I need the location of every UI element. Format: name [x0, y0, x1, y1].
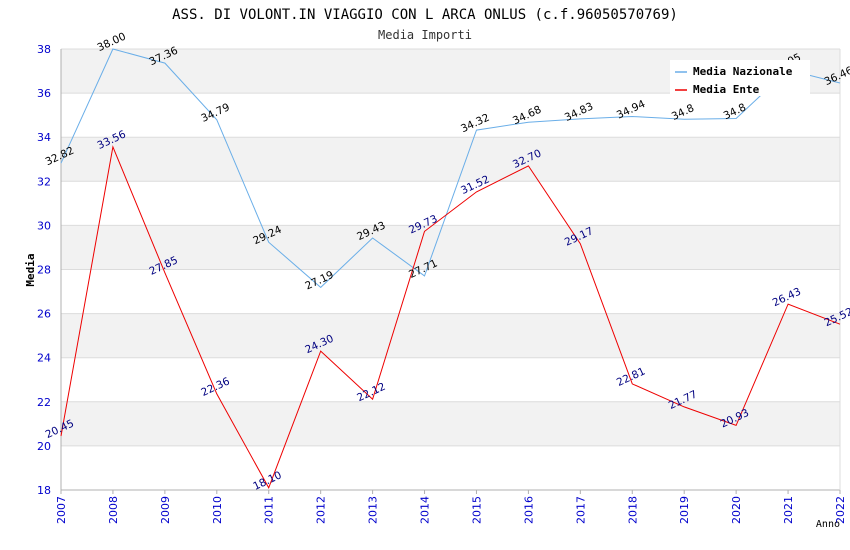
data-label: 22.81: [615, 365, 647, 389]
grid-band: [61, 401, 840, 446]
y-tick-label: 20: [37, 440, 51, 453]
data-label: 34.68: [511, 104, 543, 128]
legend-box: [670, 60, 810, 96]
x-tick-labels: 2007 2008 2009 2010 2011 2012 2013 2014 2015 2016…: [55, 490, 847, 524]
grid-band: [61, 225, 840, 270]
x-tick-label: 2007: [55, 496, 68, 524]
y-tick-labels: 18 20 22 24 26 28 30 32 34 36 38: [37, 43, 51, 497]
data-label: 27.19: [303, 269, 335, 293]
background-bands: [61, 49, 840, 446]
x-tick-label: 2011: [263, 496, 276, 524]
data-label: 34.94: [615, 98, 648, 122]
y-tick-label: 34: [37, 131, 51, 144]
grid-band: [61, 137, 840, 182]
axes: [60, 49, 841, 491]
x-tick-label: 2019: [678, 496, 691, 524]
x-tick-label: 2020: [730, 496, 743, 524]
x-tick-label: 2012: [315, 496, 328, 524]
y-tick-label: 30: [37, 219, 51, 232]
x-tick-label: 2014: [419, 496, 432, 524]
x-tick-label: 2015: [470, 496, 483, 524]
x-tick-label: 2009: [159, 496, 172, 524]
y-tick-label: 22: [37, 396, 51, 409]
series-lines: [60, 48, 841, 489]
series-line-media-nazionale: [60, 48, 841, 289]
legend-label-ente: Media Ente: [693, 83, 760, 96]
data-label: 22.36: [199, 375, 232, 399]
x-tick-label: 2008: [107, 496, 120, 524]
x-axis-label: Anno: [816, 519, 840, 530]
y-tick-label: 38: [37, 43, 51, 56]
y-axis-label: Media: [24, 253, 37, 286]
x-tick-label: 2013: [367, 496, 380, 524]
chart-subtitle: Media Importi: [378, 28, 472, 42]
y-tick-label: 18: [37, 484, 51, 497]
data-label: 34.83: [563, 100, 595, 124]
y-tick-label: 36: [37, 87, 51, 100]
data-label: 34.32: [459, 112, 491, 136]
y-tick-label: 32: [37, 175, 51, 188]
gridlines: [61, 48, 840, 491]
grid-band: [61, 313, 840, 358]
y-tick-label: 26: [37, 308, 51, 321]
x-tick-label: 2017: [574, 496, 587, 524]
data-label: 18.10: [251, 469, 283, 493]
data-label: 34.79: [199, 101, 231, 125]
series-line-media-ente: [60, 145, 841, 489]
y-tick-label: 24: [37, 352, 51, 365]
x-tick-label: 2016: [522, 496, 535, 524]
legend-label-nazionale: Media Nazionale: [693, 65, 793, 78]
x-tick-label: 2022: [834, 496, 847, 524]
x-tick-label: 2018: [626, 496, 639, 524]
legend: Media Nazionale Media Ente: [670, 60, 810, 96]
data-label: 34.8: [670, 102, 696, 123]
chart-title: ASS. DI VOLONT.IN VIAGGIO CON L ARCA ONL…: [172, 7, 678, 23]
y-tick-label: 28: [37, 264, 51, 277]
data-label: 26.43: [771, 286, 803, 310]
x-tick-label: 2021: [782, 496, 795, 524]
x-tick-label: 2010: [211, 496, 224, 524]
data-label: 34.8: [722, 101, 748, 122]
data-label: 22.12: [355, 381, 387, 405]
